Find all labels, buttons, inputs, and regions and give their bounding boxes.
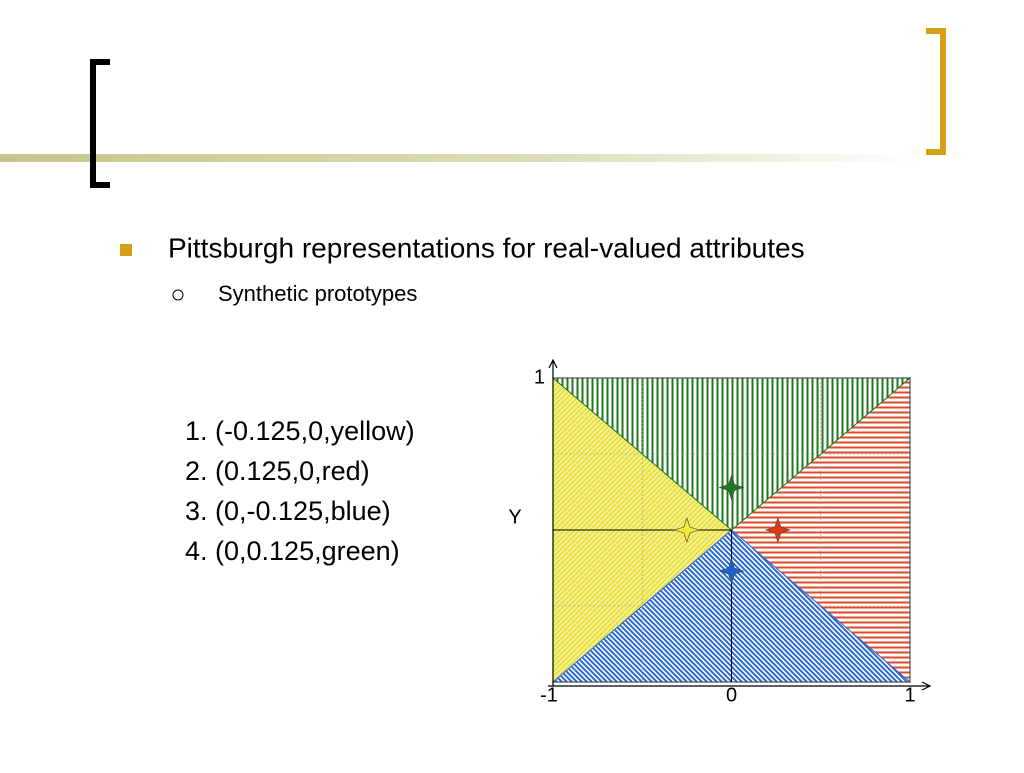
prototype xyxy=(764,517,791,543)
left-bracket xyxy=(90,59,110,188)
prototype xyxy=(718,558,745,584)
prototype xyxy=(718,474,745,501)
bullet xyxy=(120,244,132,256)
sub-bullet-text: Synthetic prototypes xyxy=(218,281,417,306)
prototype xyxy=(673,517,700,543)
bullet-text: Pittsburgh representations for real-valu… xyxy=(168,232,805,263)
y-axis xyxy=(548,358,558,686)
y-axis-label: Y xyxy=(508,506,521,528)
diagram: -1 0 1 1 Y xyxy=(508,358,932,706)
sub-bullet xyxy=(172,289,184,301)
list-item: 3. (0,-0.125,blue) xyxy=(185,496,391,526)
x-tick-label: -1 xyxy=(540,684,558,706)
prototype-list: 1. (-0.125,0,yellow) 2. (0.125,0,red) 3. (… xyxy=(185,416,415,566)
header-rule xyxy=(0,154,925,162)
list-item: 4. (0,0.125,green) xyxy=(185,536,400,566)
x-tick-label: 0 xyxy=(726,684,737,706)
x-axis xyxy=(548,681,932,691)
right-bracket xyxy=(926,28,946,155)
list-item: 2. (0.125,0,red) xyxy=(185,456,370,486)
list-item: 1. (-0.125,0,yellow) xyxy=(185,416,415,446)
x-tick-label: 1 xyxy=(904,684,915,706)
y-tick-label: 1 xyxy=(534,366,545,388)
